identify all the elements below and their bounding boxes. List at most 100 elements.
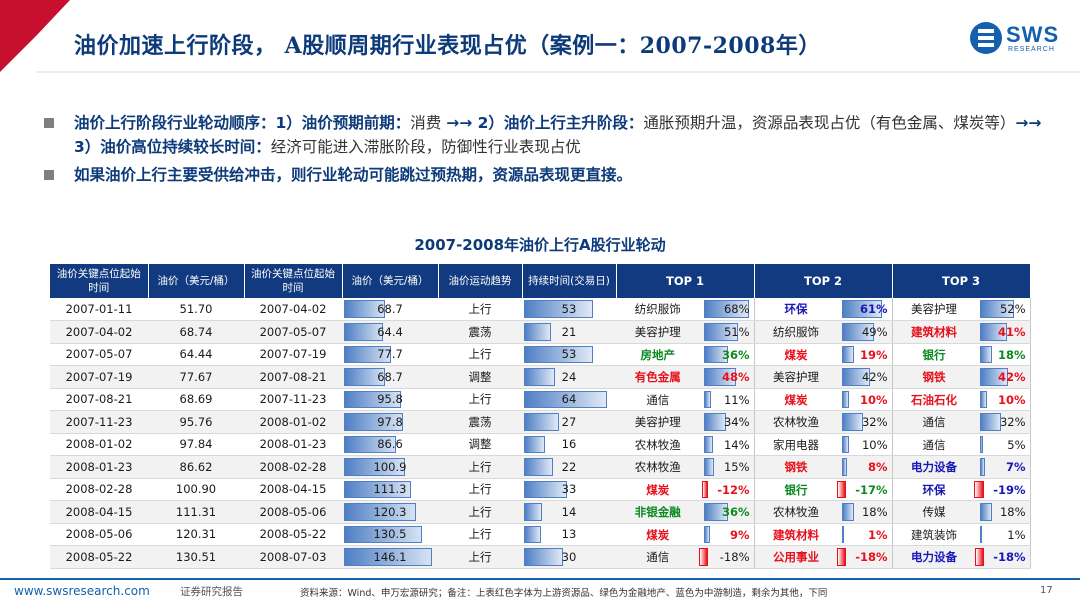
industry-name: 建筑装饰 — [911, 527, 957, 542]
return-value: 10% — [861, 437, 888, 452]
bullet-text: 消费 — [410, 114, 447, 132]
trend-cell: 调整 — [438, 433, 522, 456]
return-box: -19% — [973, 479, 1030, 501]
duration-bar — [524, 368, 555, 386]
start-price-cell: 68.69 — [148, 388, 244, 411]
end-price-cell: 97.8 — [342, 410, 438, 434]
duration-value: 33 — [561, 482, 577, 497]
duration-value: 53 — [561, 347, 577, 362]
table-header-row: 油价关键点位起始时间 油价（美元/桶） 油价关键点位起始时间 油价（美元/桶） … — [50, 264, 1031, 298]
table-row: 2007-04-02 68.74 2007-05-07 64.4 震荡 21 美容护理 51%… — [50, 320, 1031, 344]
table-row: 2008-05-22 130.51 2008-07-03 146.1 上行 30 通信 -18… — [50, 545, 1031, 569]
table-row: 2007-07-19 77.67 2007-08-21 68.7 调整 24 有色金属 48%… — [50, 365, 1031, 389]
price-bar — [344, 300, 385, 318]
return-value: 18% — [997, 347, 1026, 362]
top1-cell: 煤炭 -12% — [616, 478, 755, 501]
return-value: 52% — [999, 302, 1026, 316]
return-bar — [703, 368, 736, 386]
end-price-cell: 100.9 — [342, 455, 438, 479]
duration-bar — [524, 525, 541, 543]
start-price-cell: 100.90 — [148, 478, 244, 501]
top2-cell: 农林牧渔 32% — [754, 410, 893, 434]
return-bar — [841, 323, 874, 341]
end-date-cell: 2007-04-02 — [244, 298, 342, 321]
top2-cell: 钢铁 8% — [754, 455, 893, 479]
top2-cell: 家用电器 10% — [754, 433, 893, 456]
duration-bar — [524, 413, 559, 431]
return-bar — [841, 368, 870, 386]
sws-logo-icon — [970, 22, 1002, 54]
return-bar — [979, 413, 1001, 431]
footer-report-label: 证券研究报告 — [180, 586, 243, 598]
return-bar — [979, 525, 982, 543]
col-header: 油价关键点位起始时间 — [244, 264, 343, 298]
return-value: 8% — [867, 460, 888, 474]
return-value: 36% — [721, 505, 750, 519]
return-box: 32% — [976, 411, 1030, 433]
price-value: 130.5 — [373, 527, 407, 542]
end-date-cell: 2008-05-22 — [244, 523, 342, 546]
footer-url-link[interactable]: www.swsresearch.com — [14, 584, 150, 598]
duration-cell: 33 — [522, 478, 616, 501]
top2-cell: 美容护理 42% — [754, 365, 893, 389]
return-box: 18% — [976, 501, 1030, 523]
duration-cell: 16 — [522, 433, 616, 456]
industry-name: 美容护理 — [634, 415, 681, 429]
top2-cell: 环保 61% — [754, 298, 893, 321]
return-box: 9% — [700, 524, 754, 546]
duration-cell: 13 — [522, 523, 616, 546]
industry-name: 公用事业 — [773, 550, 819, 564]
table-row: 2008-01-02 97.84 2008-01-23 86.6 调整 16 农林牧渔 14%… — [50, 433, 1031, 456]
bullet-text: 通胀预期升温，资源品表现占优（有色金属、煤炭等） — [643, 114, 1016, 132]
logo-subtext: RESEARCH — [1008, 46, 1055, 53]
return-box: 61% — [838, 298, 892, 320]
top2-cell: 农林牧渔 18% — [754, 500, 893, 524]
return-box: 49% — [838, 321, 892, 343]
return-box: 34% — [700, 411, 754, 433]
sws-logo[interactable]: SWS RESEARCH — [968, 18, 1068, 58]
return-value: -18% — [993, 550, 1026, 564]
industry-name: 通信 — [922, 415, 946, 429]
logo-text: SWS — [1006, 22, 1060, 47]
top3-cell: 通信 32% — [892, 410, 1031, 434]
duration-value: 64 — [561, 392, 577, 407]
top1-cell: 美容护理 51% — [616, 320, 755, 344]
top2-cell: 公用事业 -18% — [754, 545, 893, 569]
duration-cell: 27 — [522, 410, 616, 434]
return-box: 10% — [838, 389, 892, 411]
start-price-cell: 130.51 — [148, 545, 244, 569]
return-bar — [703, 458, 714, 476]
industry-name: 电力设备 — [911, 460, 957, 474]
trend-cell: 上行 — [438, 388, 522, 411]
return-box: 1% — [976, 524, 1030, 546]
industry-name: 美容护理 — [773, 370, 819, 384]
bullet-text: 经济可能进入滞胀阶段，防御性行业表现占优 — [270, 138, 581, 156]
return-bar — [703, 525, 710, 543]
trend-cell: 上行 — [438, 500, 522, 524]
return-box: 8% — [838, 456, 892, 478]
end-price-cell: 111.3 — [342, 478, 438, 501]
trend-cell: 上行 — [438, 455, 522, 479]
return-box: -17% — [836, 479, 892, 501]
return-bar — [979, 390, 987, 408]
top3-cell: 传媒 18% — [892, 500, 1031, 524]
start-date-cell: 2007-04-02 — [50, 320, 148, 344]
return-bar — [703, 435, 713, 453]
price-value: 146.1 — [373, 549, 407, 564]
industry-name: 石油石化 — [911, 392, 957, 407]
top3-cell: 建筑材料 41% — [892, 320, 1031, 344]
duration-cell: 64 — [522, 388, 616, 411]
end-price-cell: 95.8 — [342, 388, 438, 411]
return-box: 36% — [700, 344, 754, 366]
return-bar — [979, 323, 1007, 341]
col-header-top1: TOP 1 — [616, 264, 755, 298]
start-price-cell: 95.76 — [148, 410, 244, 434]
footer-divider — [0, 578, 1080, 580]
return-bar — [703, 503, 728, 521]
end-date-cell: 2007-07-19 — [244, 343, 342, 366]
return-box: 68% — [700, 298, 754, 320]
return-value: 61% — [859, 302, 888, 316]
price-bar — [344, 480, 411, 498]
industry-name: 银行 — [922, 347, 946, 362]
return-box: 15% — [700, 456, 754, 478]
